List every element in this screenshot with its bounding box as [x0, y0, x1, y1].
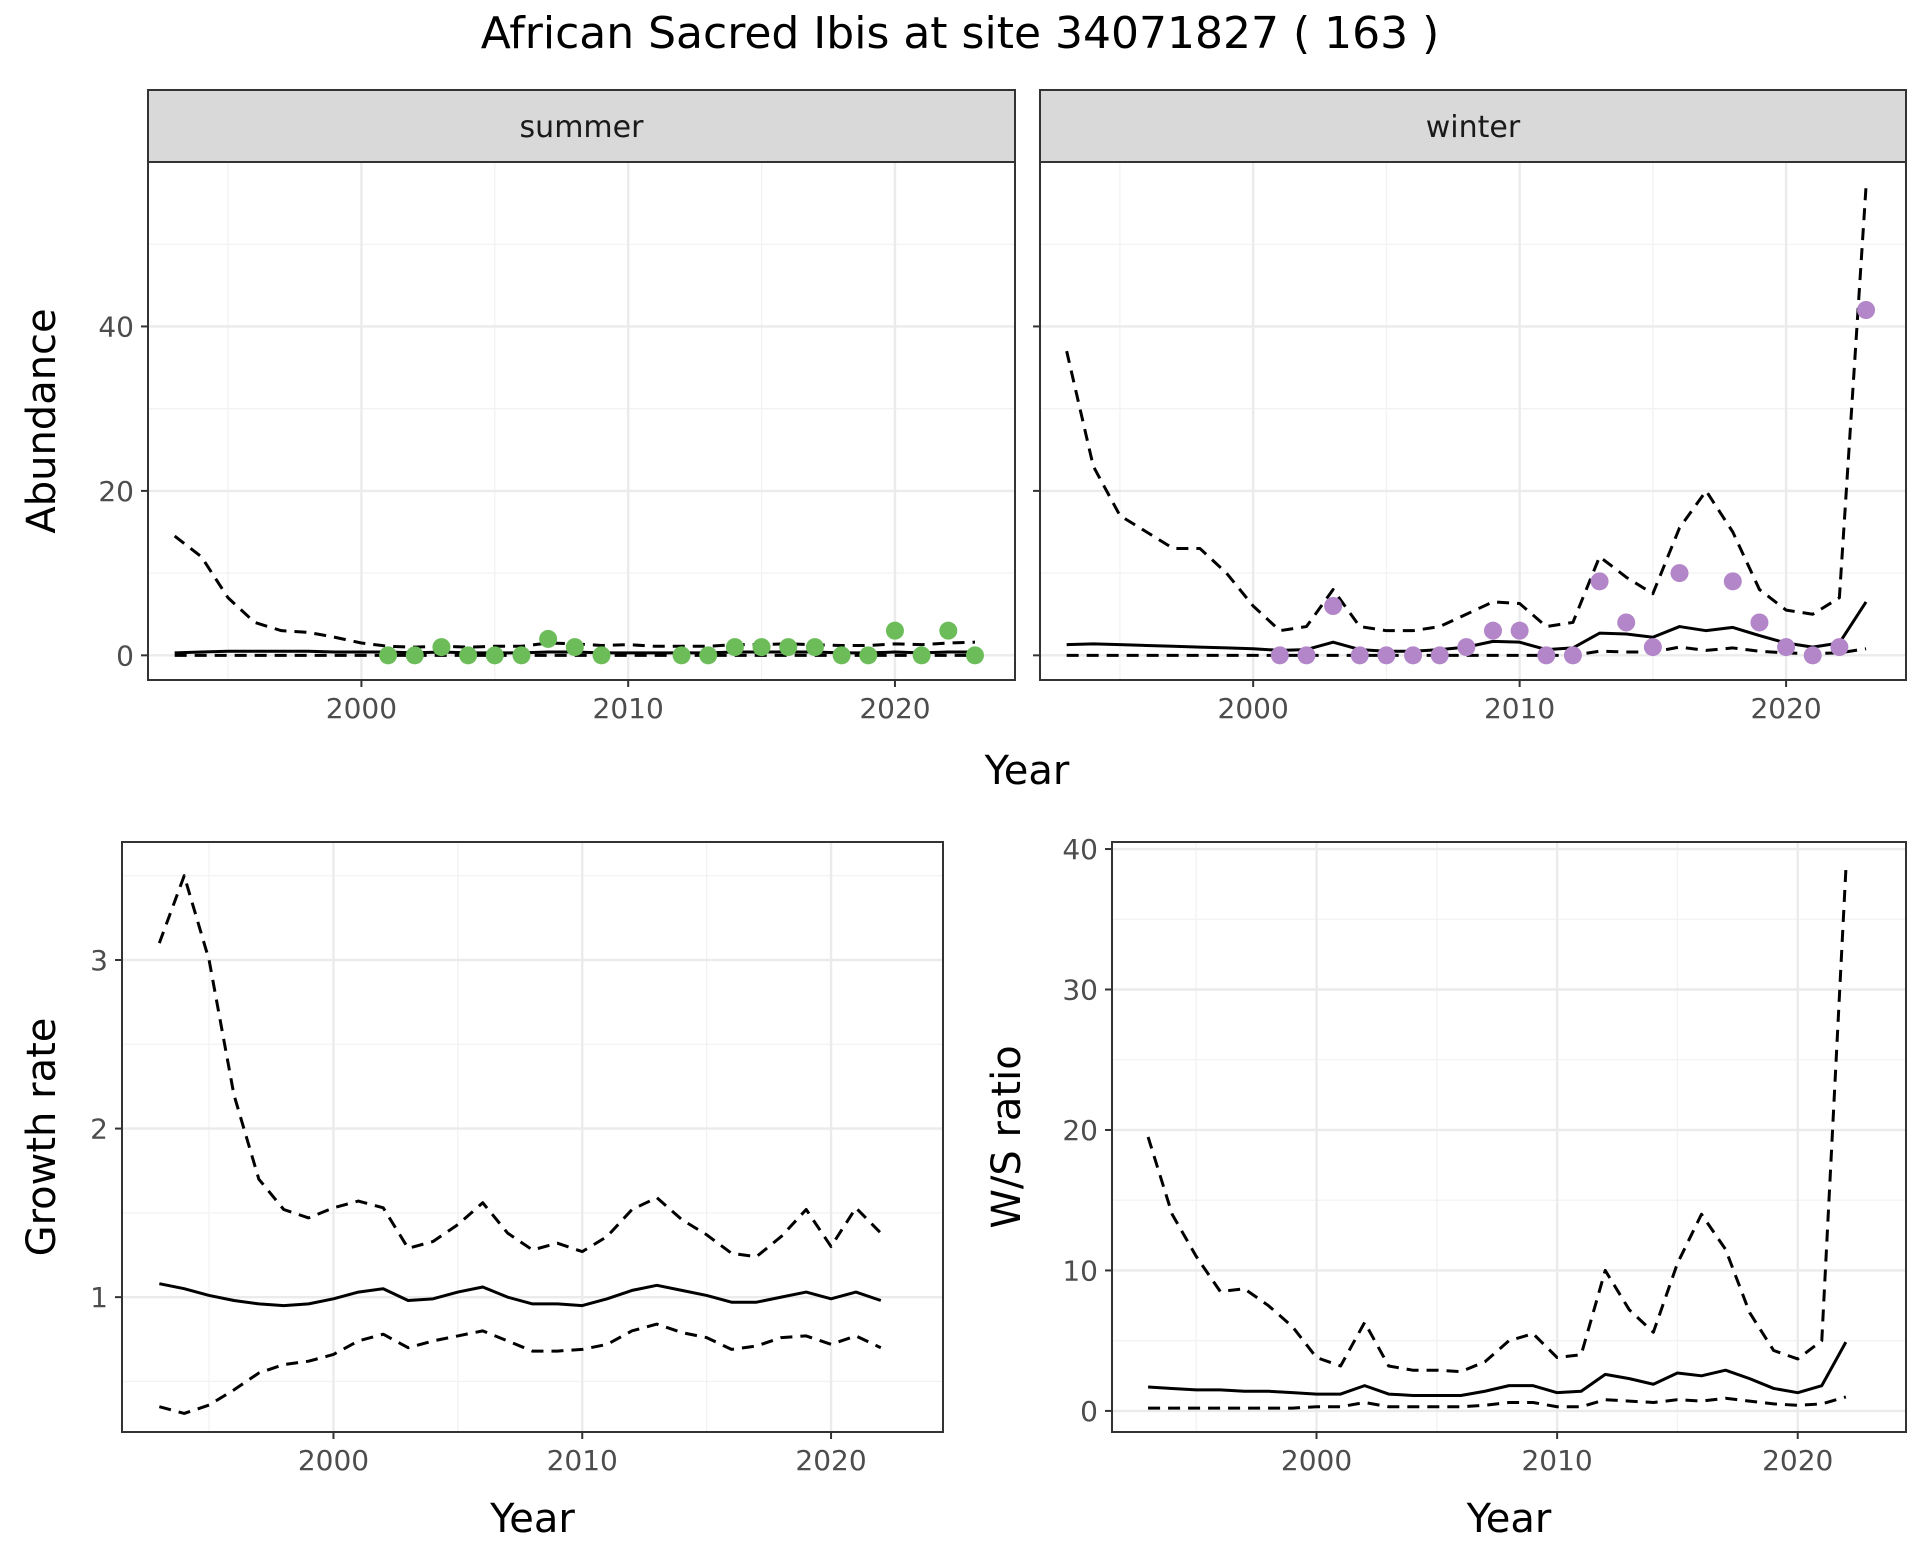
data-point: [965, 646, 984, 665]
x-axis-title: Year: [489, 1496, 575, 1542]
data-point: [1270, 646, 1289, 665]
data-point: [752, 638, 771, 657]
facet-strip: [147, 89, 1016, 163]
x-tick-label: 2010: [593, 692, 664, 725]
y-tick-label: 3: [90, 944, 108, 977]
y-axis-title: W/S ratio: [984, 1045, 1030, 1228]
facet-strip-label: winter: [1426, 110, 1521, 145]
data-point: [1350, 646, 1369, 665]
data-point: [1643, 638, 1662, 657]
x-tick-label: 2020: [859, 692, 930, 725]
lower-bound-line: [1066, 645, 1867, 657]
y-axis-title: Abundance: [19, 308, 65, 533]
mean-line: [159, 1282, 882, 1308]
data-point: [1377, 646, 1396, 665]
data-point: [1324, 597, 1343, 615]
facet-panel-summer: summer 2000 2010 2020 0 20 40: [98, 89, 1016, 725]
data-point: [1777, 638, 1796, 657]
data-point: [885, 621, 904, 640]
data-point: [832, 646, 851, 665]
x-tick-label: 2000: [1218, 692, 1289, 725]
data-point: [1803, 646, 1822, 665]
x-tick-label: 2020: [795, 1444, 866, 1477]
data-point: [1510, 621, 1529, 640]
data-point: [1670, 564, 1689, 583]
data-point: [459, 646, 478, 665]
data-point: [405, 646, 424, 665]
data-point: [1483, 621, 1502, 640]
data-point: [512, 646, 531, 665]
panel-ws_ratio: 2000 2010 2020 0 10 20 30 40 Year W/S ratio: [984, 833, 1907, 1542]
data-point: [1563, 646, 1582, 665]
x-tick-label: 2020: [1750, 692, 1821, 725]
data-point: [672, 646, 691, 665]
data-point: [1404, 646, 1423, 665]
data-point: [699, 646, 718, 665]
y-tick-label: 40: [98, 310, 134, 343]
data-point: [1750, 613, 1769, 632]
upper-bound-line: [1146, 870, 1848, 1374]
x-tick-label: 2000: [1281, 1444, 1352, 1477]
data-point: [939, 621, 958, 640]
y-tick-label: 20: [1062, 1114, 1098, 1147]
data-point: [432, 638, 451, 657]
panel-frame: [1111, 841, 1907, 1433]
mean-line: [1148, 1341, 1848, 1397]
y-tick-label: 0: [116, 639, 134, 672]
lower-bound-line: [158, 1322, 882, 1415]
facet-strip: [1039, 89, 1907, 163]
data-point: [725, 638, 744, 657]
y-axis-title: Growth rate: [19, 1018, 65, 1257]
data-point: [1430, 646, 1449, 665]
x-tick-label: 2010: [547, 1444, 618, 1477]
x-tick-label: 2010: [1484, 692, 1555, 725]
data-point: [592, 646, 611, 665]
lower-bound-line: [1148, 1395, 1847, 1410]
data-point: [565, 638, 584, 657]
x-tick-label: 2000: [298, 1444, 369, 1477]
x-tick-label: 2010: [1521, 1444, 1592, 1477]
data-point: [539, 629, 558, 648]
data-point: [379, 646, 398, 665]
y-tick-label: 30: [1062, 974, 1098, 1007]
upper-bound-line: [157, 874, 882, 1259]
y-tick-label: 20: [98, 475, 134, 508]
panel-growth: 2000 2010 2020 1 2 3 Year Growth rate: [19, 841, 944, 1542]
panel-frame: [121, 841, 944, 1433]
data-point: [1457, 638, 1476, 657]
data-point: [1617, 613, 1636, 632]
upper-bound-line: [1065, 186, 1868, 633]
data-point: [1590, 572, 1609, 591]
x-axis-title: Year: [984, 748, 1070, 794]
data-point: [485, 646, 504, 665]
y-tick-label: 2: [90, 1113, 108, 1146]
x-axis-title: Year: [1466, 1496, 1552, 1542]
data-point: [1857, 301, 1876, 319]
x-tick-label: 2020: [1762, 1444, 1833, 1477]
data-point: [805, 638, 824, 657]
data-point: [779, 638, 798, 657]
data-point: [1297, 646, 1316, 665]
data-point: [1537, 646, 1556, 665]
facet-strip-label: summer: [520, 110, 645, 145]
data-point: [1830, 638, 1849, 657]
facet-panel-winter: winter 2000 2010 2020: [1033, 89, 1907, 725]
chart-title: African Sacred Ibis at site 34071827 ( 1…: [481, 8, 1439, 59]
x-tick-label: 2000: [326, 692, 397, 725]
y-tick-label: 0: [1080, 1395, 1098, 1428]
y-tick-label: 10: [1062, 1254, 1098, 1287]
data-point: [1723, 572, 1742, 591]
y-tick-label: 1: [90, 1281, 108, 1314]
y-tick-label: 40: [1062, 833, 1098, 866]
data-point: [859, 646, 878, 665]
data-point: [912, 646, 931, 665]
